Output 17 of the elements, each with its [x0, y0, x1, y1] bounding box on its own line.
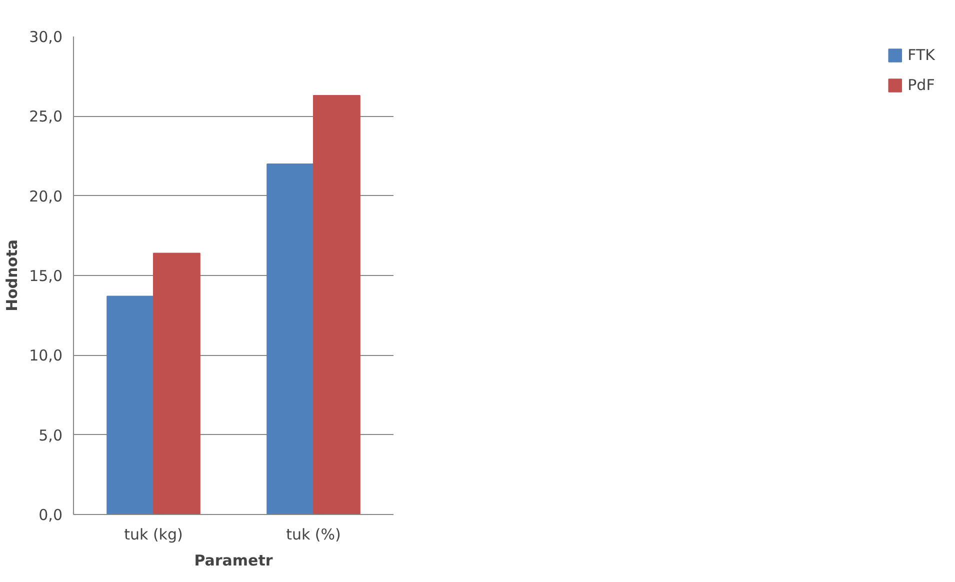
y-tick-label: 0,0 [38, 506, 63, 524]
y-axis-title: Hodnota [3, 240, 22, 312]
y-tick-label: 20,0 [29, 187, 63, 206]
x-tick-label: tuk (%) [286, 526, 341, 544]
y-tick-label: 10,0 [29, 346, 63, 365]
x-axis-title: Parametr [194, 552, 274, 570]
bar [313, 94, 360, 514]
y-tick-label: 5,0 [38, 426, 63, 444]
y-tick-label: 25,0 [29, 108, 63, 126]
legend-label: PdF [908, 76, 935, 94]
bar [153, 252, 200, 514]
y-tick-label: 30,0 [29, 28, 63, 46]
bar [106, 296, 154, 514]
y-tick-label: 15,0 [29, 267, 63, 285]
x-tick-label: tuk (kg) [124, 526, 183, 544]
bar [266, 163, 314, 514]
legend-label: FTK [908, 46, 935, 64]
